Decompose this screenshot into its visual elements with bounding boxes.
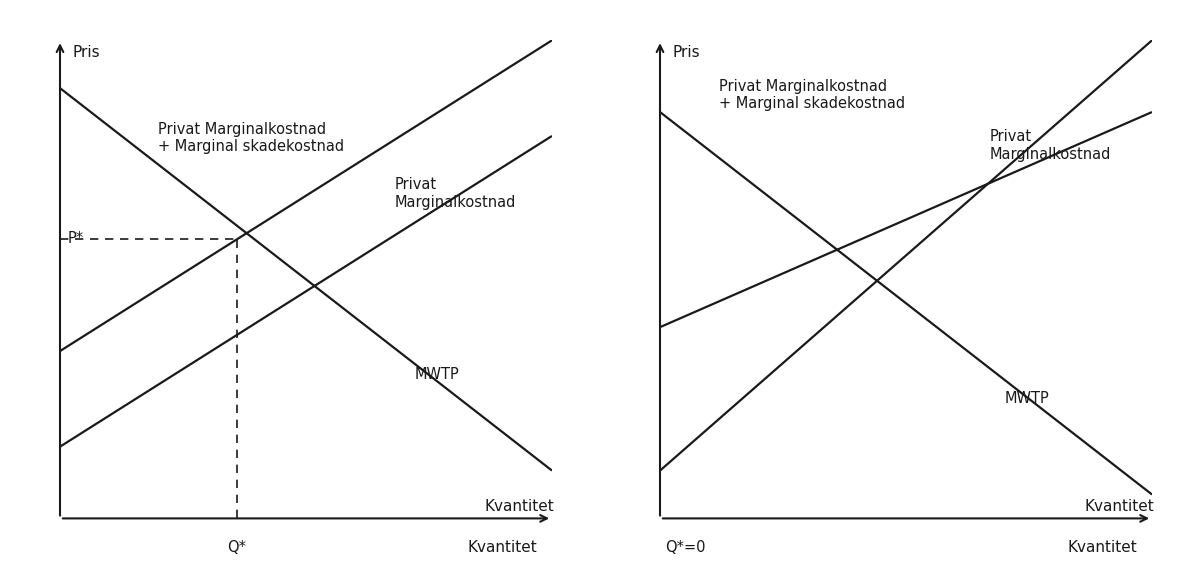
Text: Pris: Pris <box>72 45 100 60</box>
Text: Kvantitet: Kvantitet <box>468 540 538 555</box>
Text: Privat
Marginalkostnad: Privat Marginalkostnad <box>395 177 516 210</box>
Text: P*: P* <box>67 231 84 246</box>
Text: Q*: Q* <box>228 540 247 555</box>
Text: Pris: Pris <box>672 45 700 60</box>
Text: Privat Marginalkostnad
+ Marginal skadekostnad: Privat Marginalkostnad + Marginal skadek… <box>158 122 344 154</box>
Text: Kvantitet: Kvantitet <box>1085 499 1154 514</box>
Text: Kvantitet: Kvantitet <box>485 499 554 514</box>
Text: Privat
Marginalkostnad: Privat Marginalkostnad <box>990 129 1111 162</box>
Text: Privat Marginalkostnad
+ Marginal skadekostnad: Privat Marginalkostnad + Marginal skadek… <box>719 78 905 111</box>
Text: Q*=0: Q*=0 <box>665 540 706 555</box>
Text: MWTP: MWTP <box>414 367 458 382</box>
Text: Kvantitet: Kvantitet <box>1068 540 1138 555</box>
Text: MWTP: MWTP <box>1004 391 1049 407</box>
